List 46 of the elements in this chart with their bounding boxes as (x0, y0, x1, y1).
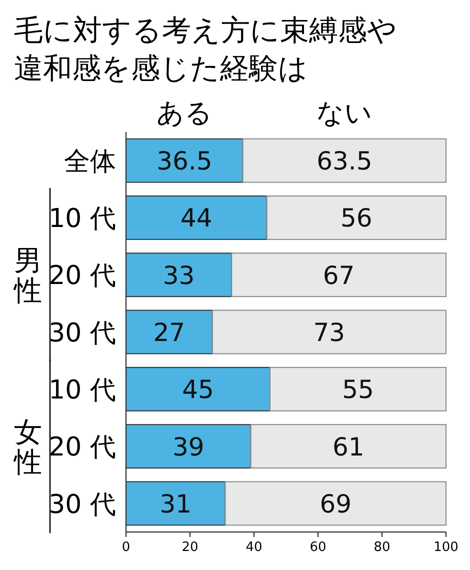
y-tick-label: 10 代 (48, 376, 116, 406)
x-tick-label: 100 (434, 540, 458, 555)
bar (266, 196, 446, 240)
bar (126, 196, 268, 240)
y-tick-label: 全体 (64, 146, 116, 177)
bar (126, 252, 232, 298)
data-label: 33 (162, 260, 195, 290)
data-label: 63.5 (316, 146, 372, 176)
data-label: 44 (180, 204, 212, 233)
x-tick-label: 40 (246, 540, 262, 555)
data-label: 27 (153, 318, 186, 347)
data-label: 31 (160, 489, 192, 518)
y-tick-label: 30 代 (48, 318, 116, 348)
data-label: 73 (313, 318, 346, 347)
data-label: 67 (322, 260, 355, 290)
x-tick-label: 0 (122, 540, 130, 555)
bar (250, 424, 446, 468)
bar (231, 252, 446, 298)
bar (126, 424, 252, 468)
bar (212, 310, 446, 354)
x-tick-label: 60 (310, 540, 326, 555)
bar (126, 481, 226, 526)
data-label: 36.5 (156, 146, 212, 176)
bar (126, 310, 213, 354)
series-label: ない (316, 98, 372, 129)
bar (126, 366, 270, 412)
y-tick-label: 30 代 (48, 490, 116, 520)
data-label: 55 (342, 375, 374, 404)
bar (270, 366, 446, 412)
chart-title: 毛に対する考え方に束縛感や違和感を感じた経験は (14, 13, 397, 85)
x-tick-label: 80 (374, 540, 390, 555)
y-tick-label: 10 代 (48, 204, 116, 234)
y-tick-label: 20 代 (48, 432, 116, 463)
text: 女性 (13, 415, 42, 478)
bar (242, 138, 446, 183)
data-label: 61 (332, 432, 364, 462)
bar (126, 138, 244, 183)
data-label: 69 (320, 489, 352, 518)
data-label: 39 (172, 432, 204, 462)
series-label: ある (156, 98, 212, 129)
text: 男性 (13, 244, 42, 307)
data-label: 45 (182, 375, 214, 404)
y-tick-label: 20 代 (48, 261, 116, 292)
x-tick-label: 20 (182, 540, 198, 555)
data-label: 56 (340, 204, 372, 233)
bar (224, 481, 446, 526)
